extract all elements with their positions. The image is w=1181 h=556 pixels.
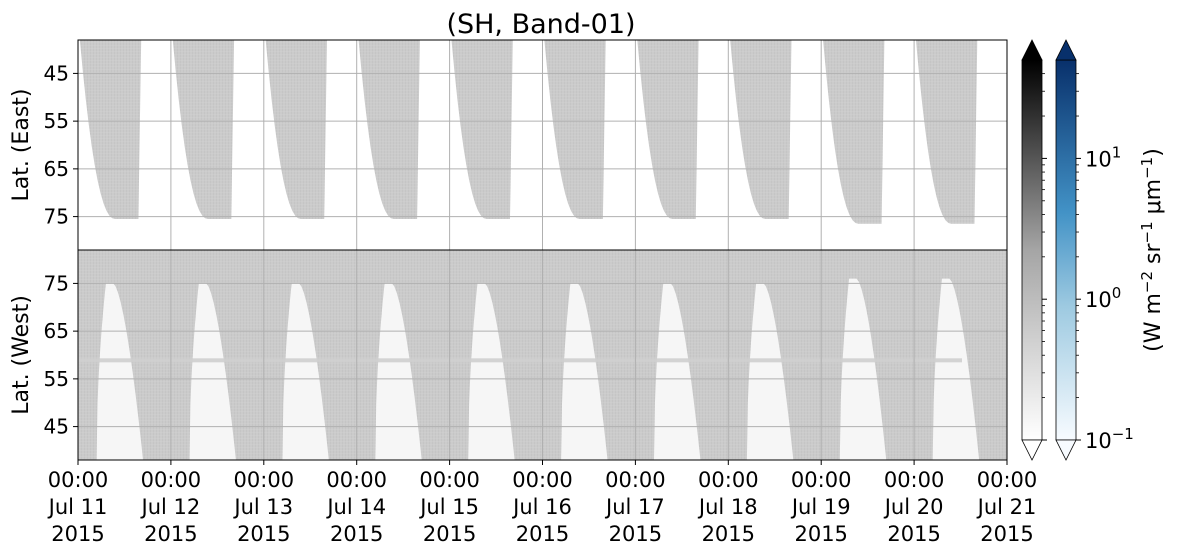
y-tick-label: 65 xyxy=(44,319,69,343)
y-tick-label: 55 xyxy=(44,367,69,391)
y-tick-label: 55 xyxy=(44,109,69,133)
east-swath-segment xyxy=(172,40,235,219)
west-bright-lobe xyxy=(561,283,608,460)
x-tick-time: 00:00 xyxy=(326,468,387,492)
colorbar-tick-label: 100 xyxy=(1085,284,1121,312)
x-tick-date: Jul 11 xyxy=(47,495,108,519)
west-bright-lobe xyxy=(746,283,794,460)
y-tick-label: 75 xyxy=(44,205,69,229)
east-swath-segment xyxy=(265,40,327,219)
east-swath-segment xyxy=(358,40,420,219)
x-tick-year: 2015 xyxy=(609,522,662,546)
colorbar-blue: 101 100 10−1 xyxy=(1042,39,1134,461)
east-swath-segment xyxy=(637,40,699,219)
x-tick-year: 2015 xyxy=(794,522,847,546)
east-swath-segment xyxy=(544,40,606,219)
x-tick-time: 00:00 xyxy=(419,468,480,492)
x-tick-time: 00:00 xyxy=(48,468,109,492)
y-tick-label: 65 xyxy=(44,157,69,181)
x-tick-date: Jul 17 xyxy=(604,495,665,519)
west-panel: 75 65 55 45 Lat. (West) xyxy=(9,249,1008,461)
y-tick-label: 75 xyxy=(44,271,69,295)
colorbar-tick-label: 10−1 xyxy=(1085,425,1134,453)
x-tick-date: Jul 18 xyxy=(697,495,758,519)
west-bright-lobe xyxy=(189,283,236,460)
colorbar-gray-extend-bottom xyxy=(1021,439,1043,461)
x-axis: 00:00 Jul 11 2015 00:00 Jul 12 2015 00:00 Jul 1… xyxy=(47,460,1038,546)
x-tick-year: 2015 xyxy=(144,522,197,546)
colorbar-label: (W m−2 sr−1 μm−1) xyxy=(1138,148,1166,352)
x-tick-time: 00:00 xyxy=(141,468,202,492)
west-bright-lobe xyxy=(96,283,144,460)
x-tick-year: 2015 xyxy=(237,522,290,546)
x-tick-date: Jul 20 xyxy=(883,495,944,519)
x-tick-time: 00:00 xyxy=(512,468,573,492)
west-bright-lobe xyxy=(468,283,515,460)
colorbar-blue-extend-bottom xyxy=(1055,439,1077,461)
east-swath-segment xyxy=(79,40,142,219)
x-tick-year: 2015 xyxy=(330,522,383,546)
x-tick-time: 00:00 xyxy=(234,468,295,492)
west-bright-lobe xyxy=(653,283,701,460)
x-tick-date: Jul 12 xyxy=(140,495,201,519)
x-tick-year: 2015 xyxy=(702,522,755,546)
east-ylabel: Lat. (East) xyxy=(9,89,34,202)
chart-title: (SH, Band-01) xyxy=(446,9,635,40)
x-tick-year: 2015 xyxy=(516,522,569,546)
x-tick-date: Jul 19 xyxy=(790,495,851,519)
x-tick-year: 2015 xyxy=(980,522,1033,546)
east-swath-segment xyxy=(915,40,978,224)
x-tick-time: 00:00 xyxy=(884,468,945,492)
west-band-stripe xyxy=(78,358,962,363)
colorbar-tick-label: 101 xyxy=(1085,143,1121,171)
x-tick-date: Jul 15 xyxy=(418,495,479,519)
x-tick-year: 2015 xyxy=(887,522,940,546)
west-bright-lobe xyxy=(375,283,422,460)
colorbar-gray xyxy=(1021,39,1043,461)
x-tick-time: 00:00 xyxy=(977,468,1038,492)
x-tick-time: 00:00 xyxy=(791,468,852,492)
west-ylabel: Lat. (West) xyxy=(9,295,34,415)
x-tick-date: Jul 13 xyxy=(232,495,293,519)
x-tick-year: 2015 xyxy=(51,522,104,546)
west-bright-lobe xyxy=(839,278,887,460)
east-panel: 45 55 65 75 Lat. (East) xyxy=(9,39,1008,251)
east-swath-segment xyxy=(730,40,792,219)
west-bright-lobe xyxy=(282,283,329,460)
x-tick-time: 00:00 xyxy=(605,468,666,492)
east-swath-segment xyxy=(451,40,513,219)
x-tick-date: Jul 14 xyxy=(325,495,386,519)
west-bright-lobe xyxy=(932,278,980,460)
colorbar-blue-extend-top xyxy=(1055,39,1077,61)
x-tick-date: Jul 16 xyxy=(511,495,572,519)
y-tick-label: 45 xyxy=(44,415,69,439)
x-tick-date: Jul 21 xyxy=(976,495,1037,519)
x-tick-year: 2015 xyxy=(423,522,476,546)
east-swath-segment xyxy=(823,40,885,224)
x-tick-time: 00:00 xyxy=(698,468,759,492)
colorbar-gray-extend-top xyxy=(1021,39,1043,61)
y-tick-label: 45 xyxy=(44,61,69,85)
